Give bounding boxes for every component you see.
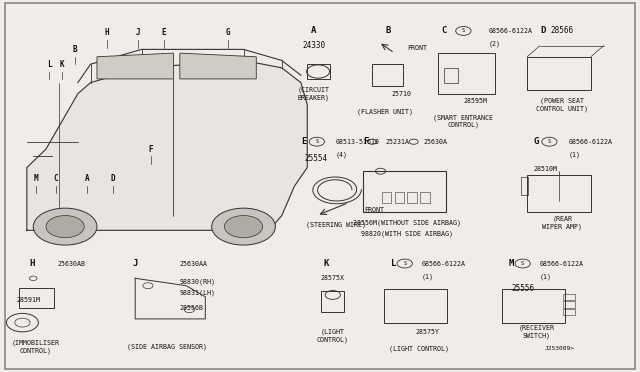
Text: S: S [403,261,406,266]
Text: K: K [60,60,64,69]
Text: E: E [301,137,307,146]
Text: 25710: 25710 [392,91,412,97]
Text: 25630A: 25630A [423,139,447,145]
Bar [502,289,565,323]
Text: H: H [29,259,35,268]
Text: 28595M: 28595M [463,98,488,104]
Text: 28566: 28566 [550,26,573,35]
Text: 08566-6122A: 08566-6122A [489,28,533,34]
Text: C: C [442,26,447,35]
Text: F: F [149,145,154,154]
Text: G: G [534,137,540,146]
Bar [444,68,458,83]
Bar [527,175,591,212]
Text: D: D [540,26,546,35]
Bar [307,64,330,79]
Text: J: J [132,259,138,268]
Text: 28556B: 28556B [180,305,204,311]
Text: 25630AB: 25630AB [58,260,86,266]
Text: F: F [363,137,369,146]
Text: J253009>: J253009> [545,346,575,351]
Text: S: S [521,261,524,266]
Text: 28575Y: 28575Y [415,329,440,335]
Text: L: L [390,259,396,268]
Text: B: B [385,26,391,35]
Text: 08566-6122A: 08566-6122A [568,139,612,145]
Text: (IMMOBILISER
CONTROL): (IMMOBILISER CONTROL) [11,340,59,354]
Text: 08566-6122A: 08566-6122A [540,260,584,266]
Bar [527,57,591,90]
Text: (CIRCUIT
BREAKER): (CIRCUIT BREAKER) [298,87,330,101]
Bar [363,171,445,212]
Text: E: E [161,28,166,37]
Text: 08566-6122A: 08566-6122A [422,260,466,266]
Bar [521,177,529,195]
Text: A: A [85,174,90,183]
Text: (REAR
WIPER AMP): (REAR WIPER AMP) [542,216,582,230]
Bar [563,301,575,308]
Text: 28556M(WITHOUT SIDE AIRBAG): 28556M(WITHOUT SIDE AIRBAG) [353,220,461,226]
Text: H: H [104,28,109,37]
Text: M: M [508,259,514,268]
Text: A: A [311,26,316,35]
Circle shape [33,208,97,245]
Text: (LIGHT
CONTROL): (LIGHT CONTROL) [317,328,349,343]
Bar [563,309,575,315]
Text: FRONT: FRONT [407,45,428,51]
Circle shape [212,208,275,245]
Text: S: S [548,139,551,144]
Text: B: B [72,45,77,54]
Text: 25554: 25554 [304,154,327,163]
Text: K: K [324,259,329,268]
Text: 98831(LH): 98831(LH) [180,290,216,296]
Text: 98830(RH): 98830(RH) [180,279,216,285]
Text: FRONT: FRONT [365,207,385,213]
Text: (SIDE AIRBAG SENSOR): (SIDE AIRBAG SENSOR) [127,343,207,350]
Circle shape [225,215,262,238]
Circle shape [46,215,84,238]
Text: G: G [225,28,230,37]
Text: (4): (4) [336,151,348,158]
Bar [394,192,404,203]
Text: 28591M: 28591M [16,298,40,304]
Polygon shape [180,53,256,79]
Text: (LIGHT CONTROL): (LIGHT CONTROL) [388,345,449,352]
Text: (STEERING WIRE): (STEERING WIRE) [306,221,366,228]
Text: 25231A: 25231A [385,139,409,145]
Text: 98820(WITH SIDE AIRBAG): 98820(WITH SIDE AIRBAG) [362,231,453,237]
Text: (2): (2) [489,41,501,47]
Text: L: L [47,60,51,69]
Text: S: S [461,28,465,33]
Text: D: D [111,174,115,183]
Text: J: J [136,28,141,37]
Bar [372,64,403,86]
Text: 24330: 24330 [302,41,325,50]
Text: (FLASHER UNIT): (FLASHER UNIT) [357,109,413,115]
Bar [407,192,417,203]
Text: (1): (1) [422,273,434,280]
Text: (1): (1) [540,273,552,280]
Bar [438,53,495,94]
Polygon shape [97,53,173,79]
Text: 28575X: 28575X [321,275,345,281]
Polygon shape [27,61,307,230]
Text: (RECEIVER
SWITCH): (RECEIVER SWITCH) [518,325,555,339]
Bar [420,192,429,203]
Text: (POWER SEAT
CONTROL UNIT): (POWER SEAT CONTROL UNIT) [536,98,588,112]
Text: 28510M: 28510M [534,166,557,172]
Text: 08513-51610: 08513-51610 [336,139,380,145]
Text: (SMART ENTRANCE
CONTROL): (SMART ENTRANCE CONTROL) [433,114,493,128]
Bar [382,192,392,203]
Text: S: S [315,139,319,144]
Bar [321,291,344,311]
Bar [563,294,575,301]
Text: M: M [34,174,39,183]
Text: 25556: 25556 [511,284,534,293]
Text: C: C [53,174,58,183]
Text: (1): (1) [568,151,580,158]
Bar [19,288,54,308]
Text: 25630AA: 25630AA [180,260,208,266]
Bar [384,289,447,323]
